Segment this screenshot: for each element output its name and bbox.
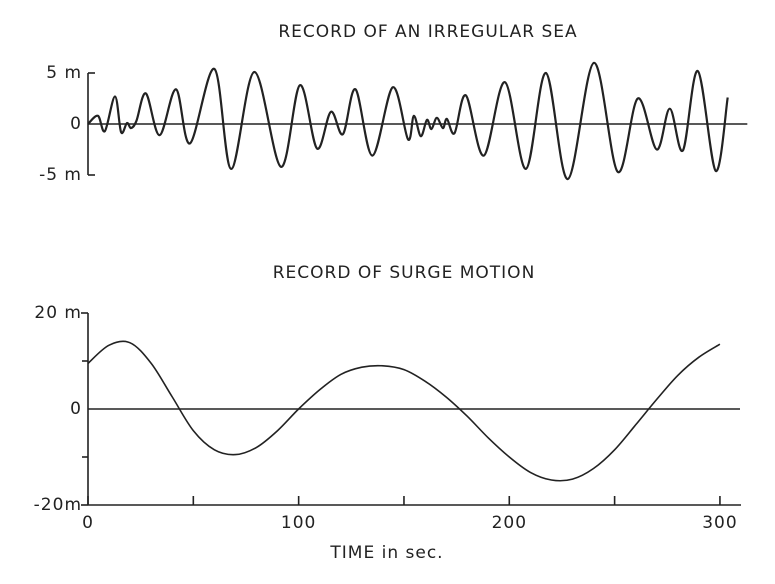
- x-tick-label: 100: [281, 513, 316, 533]
- y-tick-label: -20m: [34, 495, 82, 515]
- x-tick-label: 200: [492, 513, 527, 533]
- chart-title: RECORD OF AN IRREGULAR SEA: [278, 22, 577, 42]
- chart-title: RECORD OF SURGE MOTION: [273, 263, 536, 283]
- x-tick-label: 300: [702, 513, 737, 533]
- x-tick-label: 0: [82, 513, 94, 533]
- y-tick-label: 20 m: [34, 303, 82, 323]
- x-axis-label: TIME in sec.: [329, 543, 443, 563]
- data-line: [87, 340, 721, 482]
- data-line: [87, 61, 729, 181]
- y-tick-label: 5 m: [46, 63, 82, 83]
- y-tick-label: 0: [70, 399, 82, 419]
- y-tick-label: 0: [70, 114, 82, 134]
- y-tick-label: -5 m: [39, 165, 82, 185]
